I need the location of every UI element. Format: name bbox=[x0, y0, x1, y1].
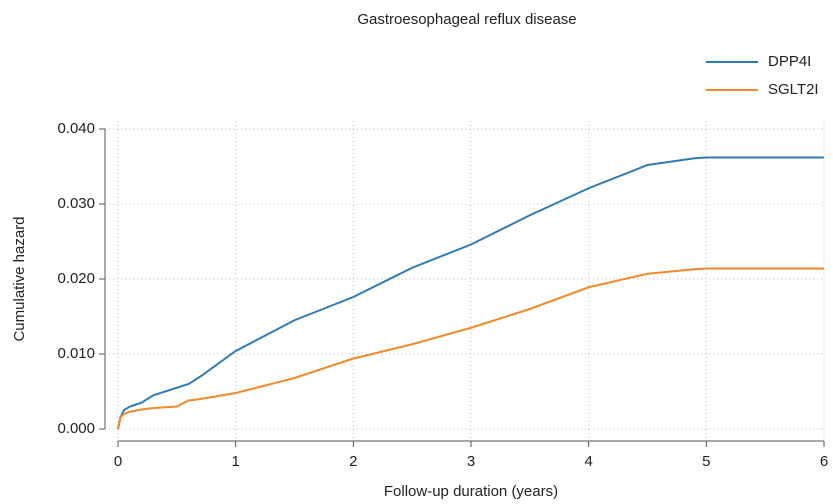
chart-title: Gastroesophageal reflux disease bbox=[357, 11, 576, 28]
y-tick-label: 0.020 bbox=[57, 270, 95, 287]
x-tick-label: 4 bbox=[584, 453, 592, 470]
x-tick-label: 2 bbox=[349, 453, 357, 470]
y-tick-label: 0.040 bbox=[57, 120, 95, 137]
y-tick-label: 0.030 bbox=[57, 195, 95, 212]
x-tick-label: 5 bbox=[702, 453, 710, 470]
y-tick-label: 0.000 bbox=[57, 420, 95, 437]
x-tick-label: 1 bbox=[231, 453, 239, 470]
x-tick-label: 0 bbox=[114, 453, 122, 470]
legend-label: SGLT2I bbox=[768, 81, 819, 98]
x-tick-label: 6 bbox=[820, 453, 828, 470]
x-axis-label: Follow-up duration (years) bbox=[384, 483, 558, 500]
legend-label: DPP4I bbox=[768, 53, 811, 70]
y-tick-label: 0.010 bbox=[57, 345, 95, 362]
data-line bbox=[117, 267, 824, 430]
x-tick-label: 3 bbox=[467, 453, 475, 470]
y-axis-label: Cumulative hazard bbox=[11, 216, 28, 341]
data-line bbox=[117, 156, 824, 430]
